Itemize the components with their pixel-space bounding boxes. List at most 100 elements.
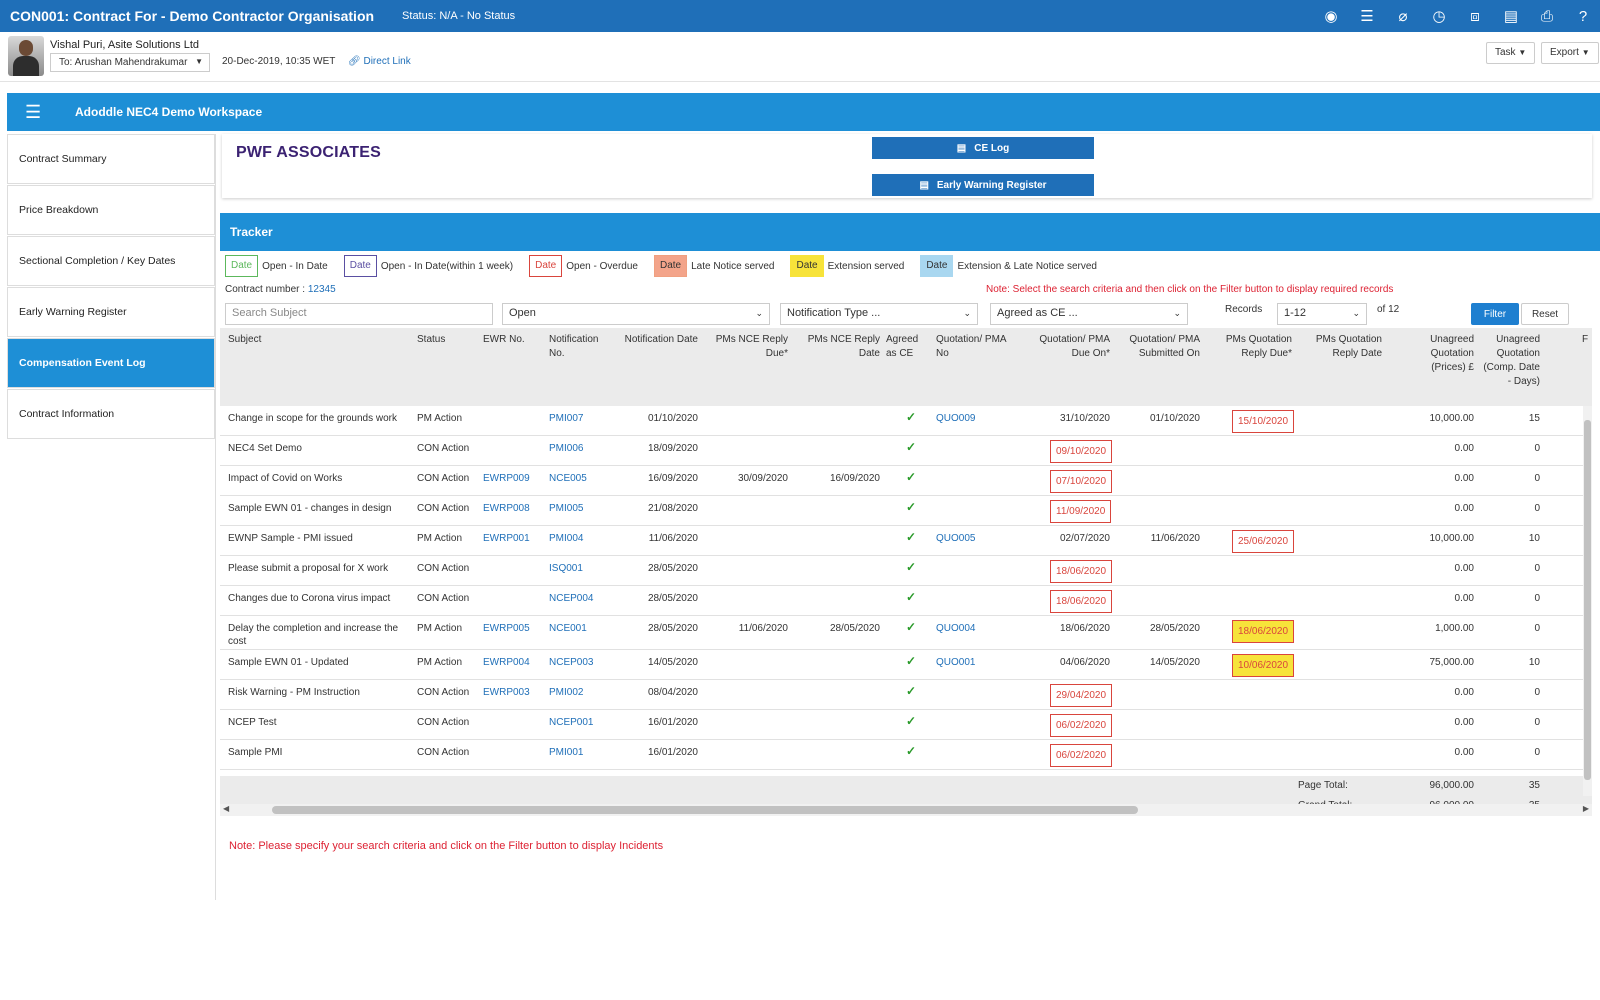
column-header-extra[interactable]: F [1582,334,1589,345]
ewr-link[interactable]: EWRP008 [483,503,530,514]
direct-link[interactable]: 🔗︎ Direct Link [348,56,411,67]
notification-link[interactable]: NCEP003 [549,657,594,668]
pm-quotation-due-cell: 18/06/2020 [1232,620,1295,643]
notification-link[interactable]: PMI005 [549,503,584,514]
status-select[interactable]: Open ⌄ [502,303,770,325]
chevron-right-icon[interactable]: ▶ [1582,804,1589,813]
records-select[interactable]: 1-12 ⌄ [1277,303,1367,325]
ewr-link[interactable]: EWRP001 [483,533,530,544]
search-input[interactable]: Search Subject [225,303,493,325]
quotation-link[interactable]: QUO009 [936,413,976,424]
document-icon[interactable]: ▤ [1503,8,1519,25]
date-chip-overdue: 07/10/2020 [1050,470,1113,493]
sidebar-item[interactable]: Price Breakdown [7,185,215,235]
status-cell: PM Action [417,623,463,634]
quotation-link[interactable]: QUO004 [936,623,976,634]
sidebar-item[interactable]: Contract Summary [7,134,215,184]
notification-link[interactable]: PMI001 [549,747,584,758]
recipient-dropdown[interactable]: To: Arushan Mahendrakumar ▼ [50,53,210,72]
column-header-notif-no[interactable]: Notification No. [549,334,599,359]
column-header-pmq-due[interactable]: PMs Quotation Reply Due* [1225,334,1292,359]
contract-number: Contract number : 12345 [225,284,336,295]
quotation-due-cell: 29/04/2020 [1050,684,1113,707]
unagreed-price-cell: 0.00 [1454,443,1474,454]
column-header-quo-due[interactable]: Quotation/ PMA Due On* [1039,334,1110,359]
status-cell: PM Action [417,657,463,668]
date-chip-extension: 18/06/2020 [1232,620,1295,643]
agreed-as-ce-select[interactable]: Agreed as CE ... ⌄ [990,303,1188,325]
clock-icon[interactable]: ◷ [1432,8,1446,25]
notification-link[interactable]: NCEP004 [549,593,594,604]
column-header-nce-due[interactable]: PMs NCE Reply Due* [715,334,788,359]
paperclip-icon[interactable]: ⌀ [1398,8,1408,25]
subject-cell: Please submit a proposal for X work [228,563,389,574]
check-icon: ✓ [906,440,917,454]
notification-link[interactable]: ISQ001 [549,563,583,574]
notification-type-select[interactable]: Notification Type ... ⌄ [780,303,978,325]
status-legend: Date Open - In Date Date Open - In Date(wit… [225,254,1113,278]
column-header-quo-no[interactable]: Quotation/ PMA No [936,334,1007,359]
sidebar-item[interactable]: Compensation Event Log [7,338,215,388]
hamburger-menu-icon[interactable]: ☰ [25,101,42,122]
sidebar-item[interactable]: Contract Information [7,389,215,439]
chevron-down-icon: ⌄ [1173,308,1181,318]
unagreed-price-cell: 0.00 [1454,593,1474,604]
help-icon[interactable]: ? [1578,7,1588,25]
chevron-left-icon[interactable]: ◀ [223,804,230,813]
ce-log-button[interactable]: ▤ CE Log [872,137,1094,159]
ewr-link[interactable]: EWRP003 [483,687,530,698]
check-icon: ✓ [906,470,917,484]
check-icon: ✓ [906,744,917,758]
notification-link[interactable]: NCE001 [549,623,587,634]
column-header-agreed[interactable]: Agreed as CE [886,334,919,359]
date-chip-overdue: 18/06/2020 [1050,560,1113,583]
print-icon[interactable]: ⎙ [1540,7,1553,25]
company-logo: PWF ASSOCIATES [236,144,382,161]
column-header-pmq-date[interactable]: PMs Quotation Reply Date [1315,334,1382,359]
sidebar: Contract Summary Price Breakdown Sectional… [7,134,216,900]
unagreed-price-cell: 0.00 [1454,473,1474,484]
notification-link[interactable]: PMI002 [549,687,584,698]
quotation-link[interactable]: QUO001 [936,657,976,668]
sidebar-item[interactable]: Early Warning Register [7,287,215,337]
column-header-unagreed-price[interactable]: Unagreed Quotation (Prices) £ [1430,334,1474,373]
list-icon[interactable]: ☰ [1360,8,1374,25]
notification-link[interactable]: PMI007 [549,413,584,424]
notification-link[interactable]: NCEP001 [549,717,594,728]
column-header-ewr[interactable]: EWR No. [483,334,525,345]
ewr-link[interactable]: EWRP005 [483,623,530,634]
notification-link[interactable]: PMI006 [549,443,584,454]
filter-button[interactable]: Filter [1471,303,1519,325]
vertical-scrollbar[interactable] [1583,406,1592,796]
camera-icon[interactable]: ◉ [1324,8,1338,25]
reset-button[interactable]: Reset [1521,303,1569,325]
notification-link[interactable]: NCE005 [549,473,587,484]
early-warning-register-button[interactable]: ▤ Early Warning Register [872,174,1094,196]
export-button[interactable]: Export ▼ [1541,42,1599,64]
column-header-quo-sub[interactable]: Quotation/ PMA Submitted On [1129,334,1200,359]
chevron-down-icon: ⌄ [963,308,971,318]
task-button[interactable]: Task ▼ [1486,42,1536,64]
total-price: 96,000.00 [1429,780,1475,791]
hierarchy-icon[interactable]: ⧈ [1470,7,1480,25]
records-label: Records [1225,304,1263,315]
column-header-nce-date[interactable]: PMs NCE Reply Date [807,334,880,359]
nce-reply-due-cell: 30/09/2020 [737,473,788,484]
scroll-thumb[interactable] [272,806,1138,814]
ewr-link[interactable]: EWRP004 [483,657,530,668]
notification-link[interactable]: PMI004 [549,533,584,544]
ewr-link[interactable]: EWRP009 [483,473,530,484]
legend-swatch: Date [790,255,824,277]
column-header-unagreed-days[interactable]: Unagreed Quotation (Comp. Date - Days) [1483,334,1540,387]
column-header-status[interactable]: Status [417,334,446,345]
quotation-link[interactable]: QUO005 [936,533,976,544]
horizontal-scrollbar[interactable]: ◀ ▶ [220,804,1592,816]
table-row: Delay the completion and increase the co… [220,616,1592,650]
document-icon: ▤ [919,179,929,191]
avatar [8,36,44,76]
column-header-notif-date[interactable]: Notification Date [624,334,698,345]
column-header-subject[interactable]: Subject [228,334,262,345]
unagreed-price-cell: 0.00 [1454,503,1474,514]
sidebar-item[interactable]: Sectional Completion / Key Dates [7,236,215,286]
sidebar-item-label: Price Breakdown [19,204,99,216]
